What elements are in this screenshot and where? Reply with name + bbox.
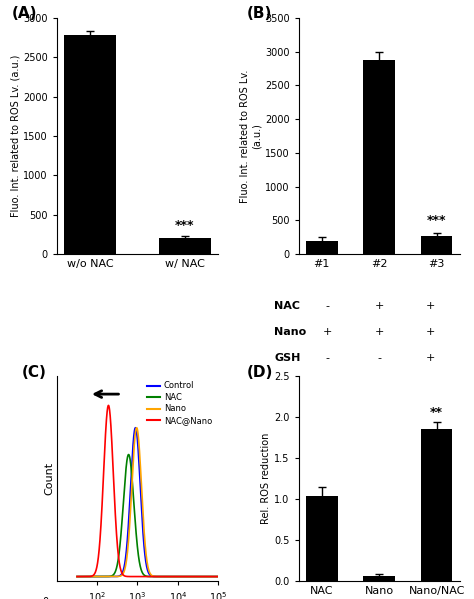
- Bar: [421, 236, 453, 254]
- NAC: [139, 568, 145, 576]
- Bar: [159, 238, 211, 254]
- Text: +: +: [426, 327, 436, 337]
- Nano: [74, 573, 80, 580]
- NAC@Nano: [74, 573, 80, 580]
- Text: 0: 0: [43, 597, 49, 599]
- NAC: [126, 451, 131, 458]
- Bar: [364, 576, 395, 581]
- Bar: [64, 35, 116, 254]
- NAC@Nano: [211, 573, 217, 580]
- NAC: [143, 573, 148, 580]
- Text: +: +: [374, 301, 384, 311]
- Nano: [215, 573, 221, 580]
- Text: +: +: [426, 301, 436, 311]
- NAC: [74, 573, 80, 580]
- Control: [143, 557, 148, 564]
- Text: -: -: [326, 301, 329, 311]
- Text: GSH: GSH: [274, 353, 301, 363]
- Text: (B): (B): [247, 6, 273, 21]
- Line: NAC: NAC: [77, 455, 218, 577]
- NAC: [82, 573, 87, 580]
- NAC: [211, 573, 217, 580]
- Y-axis label: Fluo. Int. related to ROS Lv. (a.u.): Fluo. Int. related to ROS Lv. (a.u.): [10, 55, 20, 217]
- Text: ***: ***: [427, 214, 447, 227]
- NAC@Nano: [139, 573, 145, 580]
- Nano: [211, 573, 217, 580]
- Text: NAC: NAC: [274, 301, 301, 311]
- Nano: [211, 573, 217, 580]
- Line: NAC@Nano: NAC@Nano: [77, 406, 218, 577]
- Nano: [185, 573, 191, 580]
- Control: [82, 573, 87, 580]
- Nano: [134, 424, 139, 431]
- Control: [139, 512, 145, 519]
- Control: [74, 573, 80, 580]
- Bar: [364, 60, 395, 254]
- NAC@Nano: [143, 573, 148, 580]
- NAC: [185, 573, 191, 580]
- Line: Nano: Nano: [77, 428, 218, 577]
- Text: +: +: [374, 327, 384, 337]
- Text: -: -: [326, 353, 329, 363]
- Text: (A): (A): [12, 6, 37, 21]
- NAC: [215, 573, 221, 580]
- NAC@Nano: [106, 402, 111, 409]
- Text: +: +: [323, 327, 332, 337]
- Bar: [421, 429, 453, 581]
- NAC@Nano: [82, 573, 87, 580]
- Text: Nano: Nano: [274, 327, 307, 337]
- Text: -: -: [377, 353, 381, 363]
- Text: (C): (C): [21, 365, 46, 380]
- Legend: Control, NAC, Nano, NAC@Nano: Control, NAC, Nano, NAC@Nano: [146, 380, 214, 426]
- Text: **: **: [430, 406, 443, 419]
- Text: ***: ***: [175, 219, 194, 232]
- Control: [185, 573, 191, 580]
- NAC: [211, 573, 217, 580]
- Bar: [306, 495, 337, 581]
- Bar: [306, 241, 337, 254]
- Text: +: +: [426, 353, 436, 363]
- Line: Control: Control: [77, 428, 218, 577]
- Control: [211, 573, 217, 580]
- NAC@Nano: [211, 573, 217, 580]
- Nano: [139, 491, 145, 498]
- Control: [133, 424, 138, 431]
- Nano: [82, 573, 87, 580]
- Nano: [143, 547, 148, 554]
- NAC@Nano: [215, 573, 221, 580]
- Text: (D): (D): [247, 365, 273, 380]
- NAC@Nano: [185, 573, 191, 580]
- Control: [215, 573, 221, 580]
- Y-axis label: Rel. ROS reduction: Rel. ROS reduction: [261, 432, 271, 524]
- Control: [211, 573, 217, 580]
- Y-axis label: Fluo. Int. related to ROS Lv.
(a.u.): Fluo. Int. related to ROS Lv. (a.u.): [240, 69, 262, 203]
- Y-axis label: Count: Count: [44, 462, 54, 495]
